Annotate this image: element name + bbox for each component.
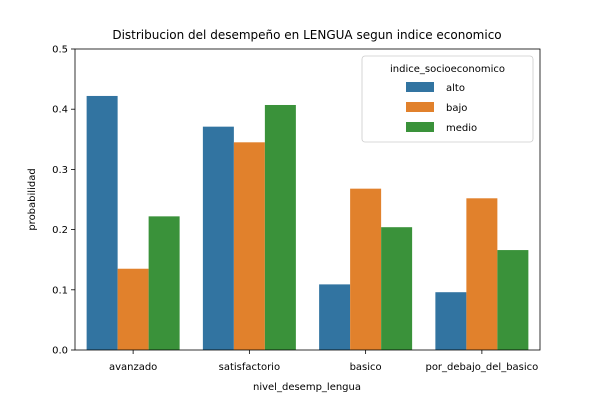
y-tick-label: 0.3	[52, 165, 68, 176]
legend-items: alto bajo medio	[406, 82, 477, 134]
legend: indice_socioeconomico alto bajo medio	[361, 55, 534, 143]
y-tick-label: 0.2	[52, 225, 68, 236]
legend-frame	[361, 55, 534, 143]
y-tick-label: 0.0	[52, 346, 68, 357]
y-tick-label: 0.5	[52, 45, 68, 56]
plot-frame	[74, 48, 541, 351]
y-axis-ticks: 0.0 0.1 0.2 0.3 0.4 0.5	[52, 45, 75, 357]
legend-label-bajo: bajo	[446, 103, 467, 114]
bar-medio-basico	[381, 227, 413, 350]
legend-label-medio: medio	[446, 123, 477, 134]
legend-label-alto: alto	[446, 83, 465, 94]
legend-swatch-medio	[406, 122, 434, 132]
bar-bajo-avanzado	[117, 268, 149, 350]
y-tick-label: 0.1	[52, 285, 68, 296]
x-tick-label: basico	[350, 362, 382, 373]
y-tick-label: 0.4	[52, 105, 68, 116]
x-tick-label: por_debajo_del_basico	[425, 362, 538, 373]
bars-group	[86, 95, 529, 351]
x-axis-label: nivel_desemp_lengua	[253, 382, 361, 393]
bar-bajo-basico	[350, 188, 382, 350]
bar-alto-por_debajo_del_basico	[435, 292, 467, 350]
bar-bajo-por_debajo_del_basico	[466, 198, 498, 350]
bar-medio-satisfactorio	[264, 104, 296, 351]
legend-swatch-alto	[406, 82, 434, 92]
x-tick-label: satisfactorio	[219, 362, 280, 373]
y-axis-label: probabilidad	[27, 168, 38, 230]
bar-alto-satisfactorio	[202, 126, 234, 351]
bar-medio-por_debajo_del_basico	[497, 250, 529, 350]
bar-bajo-satisfactorio	[233, 142, 265, 350]
bar-medio-avanzado	[148, 216, 180, 350]
legend-title: indice_socioeconomico	[390, 64, 505, 75]
chart-title: Distribucion del desempeño en LENGUA seg…	[112, 28, 501, 42]
legend-swatch-bajo	[406, 102, 434, 112]
x-tick-label: avanzado	[109, 362, 157, 373]
bar-alto-basico	[319, 284, 351, 350]
x-axis-ticks: avanzado satisfactorio basico por_debajo_de…	[109, 350, 538, 373]
bar-alto-avanzado	[86, 95, 118, 351]
